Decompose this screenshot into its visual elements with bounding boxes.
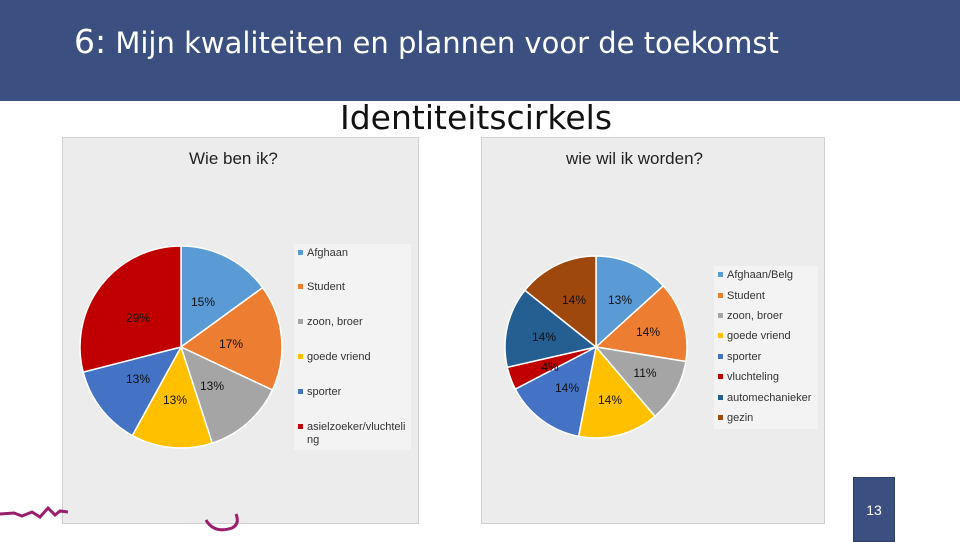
pie-chart-right xyxy=(504,255,688,439)
pie-label-vluchteling: 4% xyxy=(541,360,559,374)
pie-label-student: 17% xyxy=(218,337,244,351)
legend-label: zoon, broer xyxy=(727,310,783,322)
legend-item-goede-vriend: goede vriend xyxy=(298,351,371,364)
legend-label: vluchteling xyxy=(727,371,779,383)
slide-title-text: Mijn kwaliteiten en plannen voor de toek… xyxy=(115,26,779,60)
legend-label: zoon, broer xyxy=(307,316,363,328)
legend-swatch xyxy=(718,293,723,298)
pie-slice-goede-vriend xyxy=(131,345,214,449)
chart-title-right: wie wil ik worden? xyxy=(566,149,703,168)
legend-swatch xyxy=(718,415,723,420)
legend-item-asielzoeker: asielzoeker/vluchteli ng xyxy=(298,421,405,447)
legend-label: Afghaan/Belg xyxy=(727,269,794,281)
legend-item-sporter: sporter xyxy=(298,386,341,399)
legend-item-gezin: gezin xyxy=(718,412,753,425)
legend-item-goede-vriend: goede vriend xyxy=(718,330,791,343)
pie-label-goede-vriend: 14% xyxy=(597,393,623,407)
pie-label-zoon-broer: 11% xyxy=(633,366,657,380)
legend-label: sporter xyxy=(727,351,762,363)
pie-slice-student xyxy=(594,284,688,363)
pie-slice-asielzoeker-vluchteling xyxy=(79,245,182,374)
header-bar: 6: Mijn kwaliteiten en plannen voor de t… xyxy=(0,0,960,101)
page-number: 13 xyxy=(866,502,882,518)
pie-label-automechanieker: 14% xyxy=(531,330,557,344)
pie-label-afghaan-belg: 13% xyxy=(607,293,633,307)
legend-label: gezin xyxy=(727,412,754,424)
pie-slice-afghaan xyxy=(180,245,264,349)
page-number-box: 13 xyxy=(853,477,895,542)
pie-label-gezin: 14% xyxy=(561,293,587,307)
legend-item-afghaan: Afghaan xyxy=(298,247,348,260)
pie-slice-goede-vriend xyxy=(577,345,657,439)
legend-swatch xyxy=(718,354,723,359)
legend-swatch xyxy=(718,395,723,400)
pie-slice-afghaan-belg xyxy=(595,255,665,349)
pie-label-student: 14% xyxy=(635,325,661,339)
legend-item-afghaan-belg: Afghaan/Belg xyxy=(718,269,793,282)
slide-subtitle: Identiteitscirkels xyxy=(340,98,613,137)
legend-swatch xyxy=(298,354,303,359)
legend-label: asielzoeker/vluchteli xyxy=(307,421,406,433)
chart-title-left: Wie ben ik? xyxy=(189,149,278,168)
legend-swatch xyxy=(718,374,723,379)
chart-panel-right: wie wil ik worden? Afghaan/Belg Student … xyxy=(481,137,825,524)
slide-title: 6: Mijn kwaliteiten en plannen voor de t… xyxy=(74,22,779,61)
legend-left: Afghaan Student zoon, broer goede vriend… xyxy=(294,244,411,450)
legend-swatch xyxy=(298,389,303,394)
legend-swatch xyxy=(298,284,303,289)
pie-slice-student xyxy=(179,286,283,392)
legend-item-student: Student xyxy=(718,290,765,303)
legend-label: goede vriend xyxy=(727,330,791,342)
legend-item-zoon-broer: zoon, broer xyxy=(298,316,363,329)
slide-number: 6: xyxy=(74,22,107,61)
decorative-logo-fragment xyxy=(0,505,239,532)
legend-label: Student xyxy=(307,281,345,293)
pie-slice-automechanieker xyxy=(504,289,598,369)
legend-swatch xyxy=(718,272,723,277)
legend-item-sporter: sporter xyxy=(718,351,761,364)
pie-label-goede-vriend: 13% xyxy=(162,393,188,407)
legend-item-vluchteling: vluchteling xyxy=(718,371,779,384)
legend-label: Student xyxy=(727,290,765,302)
pie-slice-sporter xyxy=(514,345,598,438)
legend-label-continued: ng xyxy=(307,434,320,446)
legend-item-automechanieker: automechanieker xyxy=(718,392,811,405)
pie-label-zoon-broer: 13% xyxy=(199,379,225,393)
legend-swatch xyxy=(718,333,723,338)
legend-swatch xyxy=(718,313,723,318)
legend-label: automechanieker xyxy=(727,392,812,404)
legend-label: Afghaan xyxy=(307,247,348,259)
pie-slice-zoon-broer xyxy=(594,345,687,418)
legend-label: sporter xyxy=(307,386,342,398)
pie-label-sporter: 13% xyxy=(125,372,151,386)
pie-slice-zoon-broer xyxy=(179,345,274,445)
pie-label-afghaan: 15% xyxy=(190,295,216,309)
pie-label-asielzoeker: 29% xyxy=(125,311,151,325)
legend-swatch xyxy=(298,424,303,429)
legend-swatch xyxy=(298,319,303,324)
pie-label-sporter: 14% xyxy=(554,381,580,395)
pie-chart-left xyxy=(79,245,283,449)
legend-item-zoon-broer: zoon, broer xyxy=(718,310,783,323)
legend-item-student: Student xyxy=(298,281,345,294)
legend-label: goede vriend xyxy=(307,351,371,363)
chart-panel-left: Wie ben ik? Afghaan Student zoon, broer … xyxy=(62,137,419,524)
pie-slice-gezin xyxy=(523,255,597,349)
pie-slice-sporter xyxy=(82,345,183,437)
legend-right: Afghaan/Belg Student zoon, broer goede v… xyxy=(714,266,818,429)
legend-swatch xyxy=(298,250,303,255)
